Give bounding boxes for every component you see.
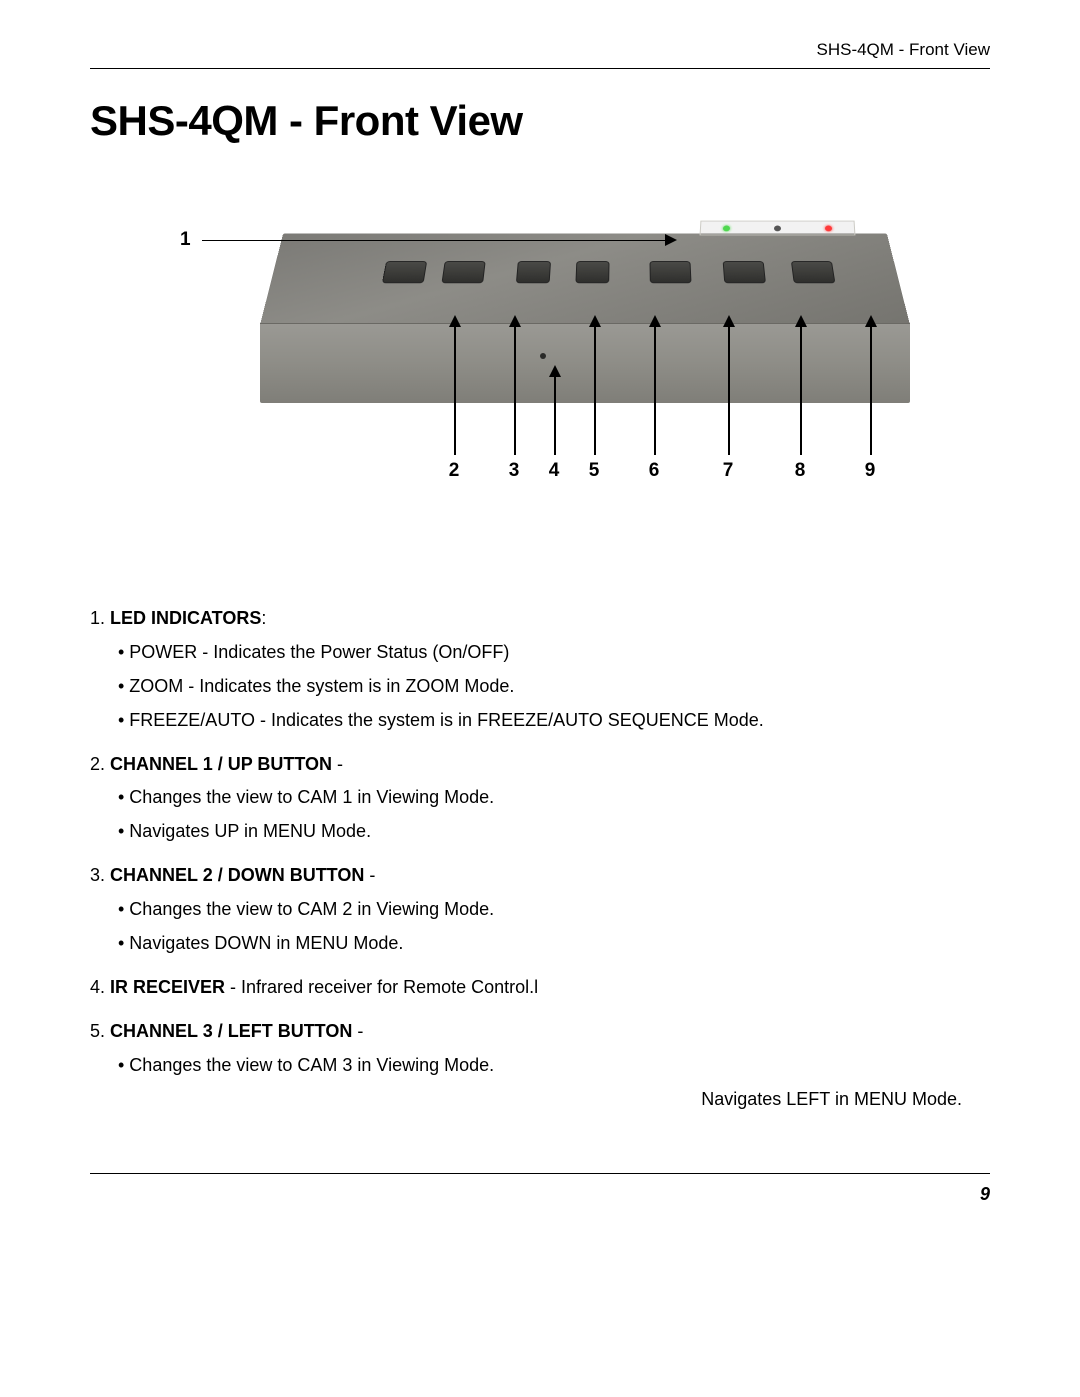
bullet-text: • FREEZE/AUTO - Indicates the system is … (118, 707, 990, 735)
callout-arrow-icon (649, 315, 661, 327)
list-item: 4. IR RECEIVER - Infrared receiver for R… (90, 974, 990, 1002)
item-label: IR RECEIVER (110, 977, 225, 997)
item-label: LED INDICATORS (110, 608, 261, 628)
item-tail: : (261, 608, 266, 628)
list-item: 5. CHANNEL 3 / LEFT BUTTON - • Changes th… (90, 1018, 990, 1114)
description-list: 1. LED INDICATORS: • POWER - Indicates th… (90, 605, 990, 1113)
device-button (441, 261, 485, 283)
device-button (650, 261, 692, 283)
bullet-text: • Navigates DOWN in MENU Mode. (118, 930, 990, 958)
callout-line (594, 325, 596, 455)
callout-number: 2 (444, 460, 464, 482)
callout-arrow-icon (589, 315, 601, 327)
device-button (382, 261, 427, 283)
callout-1-arrow-icon (665, 234, 677, 246)
callout-number: 9 (860, 460, 880, 482)
bullet-text: • Changes the view to CAM 3 in Viewing M… (118, 1052, 990, 1080)
list-item: 3. CHANNEL 2 / DOWN BUTTON - • Changes th… (90, 862, 990, 958)
page-title: SHS-4QM - Front View (90, 97, 990, 145)
callout-line (728, 325, 730, 455)
callout-arrow-icon (509, 315, 521, 327)
item-heading: 2. CHANNEL 1 / UP BUTTON - (90, 751, 990, 779)
list-item: 2. CHANNEL 1 / UP BUTTON - • Changes the … (90, 751, 990, 847)
device-button (723, 261, 766, 283)
list-item: 1. LED INDICATORS: • POWER - Indicates th… (90, 605, 990, 735)
callout-number: 3 (504, 460, 524, 482)
callout-line (514, 325, 516, 455)
callout-line (654, 325, 656, 455)
callout-arrow-icon (865, 315, 877, 327)
item-number: 5. (90, 1021, 110, 1041)
item-bullets: • Changes the view to CAM 3 in Viewing M… (90, 1052, 990, 1080)
item-heading: 5. CHANNEL 3 / LEFT BUTTON - (90, 1018, 990, 1046)
item-tail: - (352, 1021, 363, 1041)
callout-number: 8 (790, 460, 810, 482)
device-button-row (380, 261, 880, 293)
device-front-face (260, 323, 910, 403)
item-bullets: • Changes the view to CAM 2 in Viewing M… (90, 896, 990, 958)
item-number: 3. (90, 865, 110, 885)
device-body (260, 205, 910, 405)
callout-line (870, 325, 872, 455)
bullet-text: • Navigates UP in MENU Mode. (118, 818, 990, 846)
callout-arrow-icon (723, 315, 735, 327)
callout-line (800, 325, 802, 455)
item-tail: - (364, 865, 375, 885)
callout-number: 4 (544, 460, 564, 482)
item-trail-right: Navigates LEFT in MENU Mode. (90, 1086, 990, 1114)
callout-line (554, 375, 556, 455)
item-heading: 1. LED INDICATORS: (90, 605, 990, 633)
red-led-icon (825, 225, 832, 231)
item-label: CHANNEL 3 / LEFT BUTTON (110, 1021, 352, 1041)
device-button (575, 261, 609, 283)
item-tail: - (332, 754, 343, 774)
item-label: CHANNEL 1 / UP BUTTON (110, 754, 332, 774)
device-button (791, 261, 836, 283)
callout-arrow-icon (549, 365, 561, 377)
item-bullets: • POWER - Indicates the Power Status (On… (90, 639, 990, 735)
item-number: 1. (90, 608, 110, 628)
callout-1-number: 1 (180, 229, 191, 251)
divider-top (90, 68, 990, 69)
green-led-icon (723, 225, 730, 231)
item-label: CHANNEL 2 / DOWN BUTTON (110, 865, 364, 885)
callout-arrow-icon (795, 315, 807, 327)
callout-number: 7 (718, 460, 738, 482)
bullet-text: • Changes the view to CAM 2 in Viewing M… (118, 896, 990, 924)
bullet-text: • POWER - Indicates the Power Status (On… (118, 639, 990, 667)
item-bullets: • Changes the view to CAM 1 in Viewing M… (90, 784, 990, 846)
device-diagram: 1 2 345 6 7 8 9 (160, 175, 920, 545)
item-tail: - Infrared receiver for Remote Control.l (225, 977, 538, 997)
item-number: 2. (90, 754, 110, 774)
item-heading: 3. CHANNEL 2 / DOWN BUTTON - (90, 862, 990, 890)
header-right: SHS-4QM - Front View (90, 40, 990, 68)
callout-number: 5 (584, 460, 604, 482)
divider-bottom (90, 1173, 990, 1174)
callout-arrow-icon (449, 315, 461, 327)
callout-1-line (202, 240, 672, 241)
item-number: 4. (90, 977, 110, 997)
bullet-text: • ZOOM - Indicates the system is in ZOOM… (118, 673, 990, 701)
bullet-text: • Changes the view to CAM 1 in Viewing M… (118, 784, 990, 812)
item-heading: 4. IR RECEIVER - Infrared receiver for R… (90, 974, 990, 1002)
ir-receiver-hole (540, 353, 546, 359)
page-number: 9 (90, 1184, 990, 1205)
callout-line (454, 325, 456, 455)
off-led-icon (774, 225, 781, 231)
led-panel (700, 221, 856, 236)
callout-number: 6 (644, 460, 664, 482)
device-button (516, 261, 551, 283)
